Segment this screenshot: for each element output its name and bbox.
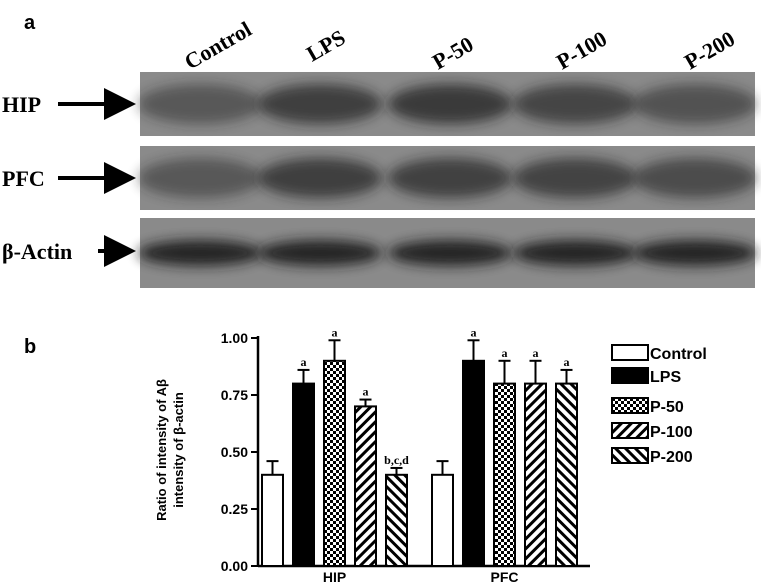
blot-band xyxy=(513,84,637,124)
blot-band xyxy=(513,240,637,266)
legend-label: P-200 xyxy=(650,449,693,466)
blot-band xyxy=(138,84,262,124)
x-tick-label: HIP xyxy=(323,569,346,585)
bar xyxy=(354,405,377,568)
row-label: β-Actin xyxy=(2,239,72,264)
significance-label: a xyxy=(564,355,570,369)
blot-band xyxy=(258,158,382,198)
bar xyxy=(431,473,454,567)
blot-band xyxy=(633,240,757,266)
blot-band xyxy=(388,84,512,124)
legend-label: P-50 xyxy=(650,399,684,416)
y-axis-label: intensity of β-actin xyxy=(171,392,186,508)
blot-band xyxy=(633,84,757,124)
legend-label: LPS xyxy=(650,369,681,386)
bar xyxy=(323,359,346,567)
blot-band xyxy=(138,240,262,266)
blot-band xyxy=(258,84,382,124)
legend-item: Control xyxy=(611,344,707,363)
blot-band xyxy=(138,158,262,198)
legend-swatch xyxy=(611,422,649,439)
blot-row: β-Actin xyxy=(2,218,757,288)
lane-label: Control xyxy=(180,16,256,74)
bar xyxy=(462,359,485,567)
bar xyxy=(261,473,284,567)
significance-label: a xyxy=(471,325,477,339)
blot-band xyxy=(258,240,382,266)
significance-label: b,c,d xyxy=(384,453,409,467)
bar xyxy=(555,382,578,567)
blot-row: HIP xyxy=(2,72,757,136)
bar xyxy=(292,382,315,567)
y-tick-label: 1.00 xyxy=(221,330,248,346)
bar-chart: Ratio of intensity of Aβ intensity of β-a… xyxy=(154,325,707,585)
row-label: PFC xyxy=(2,166,45,191)
lane-label: P-200 xyxy=(680,26,739,75)
bar xyxy=(493,382,516,567)
lane-label: LPS xyxy=(302,24,349,66)
panel-a-letter: a xyxy=(24,12,36,34)
legend-item: P-50 xyxy=(611,397,684,416)
blot-band xyxy=(388,158,512,198)
blot-band xyxy=(388,240,512,266)
legend-swatch xyxy=(611,397,649,414)
bar xyxy=(524,382,547,567)
y-axis-label: Ratio of intensity of Aβ xyxy=(154,379,169,521)
panel-b-letter: b xyxy=(24,336,37,358)
y-tick-label: 0.25 xyxy=(221,501,248,517)
y-tick-label: 0.75 xyxy=(221,387,248,403)
y-tick-label: 0.50 xyxy=(221,444,248,460)
legend-item: P-200 xyxy=(611,447,693,466)
significance-label: a xyxy=(301,355,307,369)
blot-band xyxy=(633,158,757,198)
y-tick-label: 0.00 xyxy=(221,558,248,574)
legend-item: P-100 xyxy=(611,422,693,441)
significance-label: a xyxy=(502,346,508,360)
significance-label: a xyxy=(533,346,539,360)
legend-swatch xyxy=(611,367,649,384)
blot-row: PFC xyxy=(2,146,757,210)
legend-swatch xyxy=(611,344,649,361)
western-blot-figure: Control LPS P-50 P-100 P-200 HIP PFC β-Actin xyxy=(2,16,757,288)
significance-label: a xyxy=(363,385,369,399)
lane-label: P-50 xyxy=(428,31,478,74)
legend-item: LPS xyxy=(611,367,681,386)
lane-label: P-100 xyxy=(552,26,611,75)
blot-band xyxy=(513,158,637,198)
row-label: HIP xyxy=(2,92,41,117)
legend-label: Control xyxy=(650,346,707,363)
significance-label: a xyxy=(332,325,338,339)
legend-label: P-100 xyxy=(650,424,693,441)
legend-swatch xyxy=(611,447,649,464)
x-tick-label: PFC xyxy=(491,569,519,585)
bar xyxy=(385,473,408,567)
